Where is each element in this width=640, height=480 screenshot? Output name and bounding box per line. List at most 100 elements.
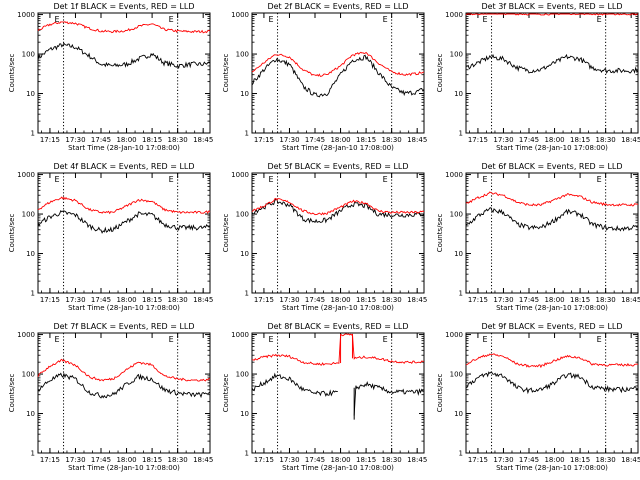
plot-frame: [251, 332, 425, 454]
y-axis-label: Counts/sec: [8, 374, 16, 413]
series-line-lld: [465, 353, 639, 369]
chart-panel-6: Det 6f BLACK = Events, RED = LLD 1 10 100 10…: [436, 162, 640, 312]
chart-title: Det 7f BLACK = Events, RED = LLD: [53, 322, 194, 331]
event-marker-label: E: [483, 335, 488, 344]
series-line-events: [465, 207, 639, 232]
x-tick-label: 17:45: [91, 456, 111, 464]
y-tick-label: 10: [26, 410, 35, 418]
y-tick-label: 1: [459, 290, 463, 298]
y-axis-label: Counts/sec: [222, 214, 230, 253]
y-tick-label: 100: [22, 51, 35, 59]
x-tick-label: 17:15: [468, 136, 488, 144]
y-tick-label: 1: [245, 290, 249, 298]
event-marker-label: E: [383, 335, 388, 344]
x-tick-label: 17:15: [254, 296, 274, 304]
y-tick-label: 1: [459, 130, 463, 138]
x-tick-label: 17:15: [468, 296, 488, 304]
x-tick-label: 18:15: [142, 456, 162, 464]
event-marker-label: E: [597, 15, 602, 24]
x-axis-label: Start Time (28-Jan-10 17:08:00): [496, 304, 608, 312]
x-tick-label: 17:30: [65, 136, 85, 144]
x-tick-label: 18:45: [193, 456, 213, 464]
x-tick-label: 17:45: [519, 136, 539, 144]
x-tick-label: 17:45: [91, 136, 111, 144]
y-axis-label: Counts/sec: [436, 54, 444, 93]
series-line-lld: [251, 197, 425, 216]
y-tick-label: 100: [236, 51, 249, 59]
plot-frame: [465, 172, 639, 294]
plot-frame: [37, 172, 211, 294]
series-line-lld: [465, 13, 639, 16]
plot-frame: [251, 172, 425, 294]
y-tick-label: 100: [450, 211, 463, 219]
x-tick-label: 17:30: [65, 456, 85, 464]
y-tick-label: 1000: [17, 11, 35, 19]
x-tick-label: 18:45: [407, 136, 427, 144]
chart-title: Det 8f BLACK = Events, RED = LLD: [267, 322, 408, 331]
y-tick-label: 1000: [445, 171, 463, 179]
x-tick-label: 18:30: [168, 136, 188, 144]
x-tick-label: 17:45: [305, 456, 325, 464]
x-tick-label: 17:15: [40, 296, 60, 304]
x-tick-label: 17:30: [279, 136, 299, 144]
y-tick-label: 1: [31, 130, 35, 138]
y-tick-label: 1000: [231, 331, 249, 339]
y-tick-label: 1000: [445, 11, 463, 19]
x-tick-label: 18:30: [596, 456, 616, 464]
chart-panel-5: Det 5f BLACK = Events, RED = LLD 1 10 100 10…: [222, 162, 427, 312]
x-tick-label: 18:00: [116, 136, 136, 144]
series-line-lld: [465, 191, 639, 207]
y-tick-label: 10: [454, 250, 463, 258]
x-tick-label: 17:30: [493, 136, 513, 144]
x-tick-label: 17:45: [305, 136, 325, 144]
chart-title: Det 6f BLACK = Events, RED = LLD: [481, 162, 622, 171]
series-line-lld: [37, 196, 211, 215]
event-marker-label: E: [597, 175, 602, 184]
event-marker-label: E: [269, 15, 274, 24]
series-line-events: [251, 372, 425, 416]
x-tick-label: 18:00: [544, 136, 564, 144]
x-axis-label: Start Time (28-Jan-10 17:08:00): [282, 144, 394, 152]
y-tick-label: 1000: [231, 171, 249, 179]
x-tick-label: 17:30: [493, 296, 513, 304]
y-tick-label: 10: [240, 90, 249, 98]
y-axis-label: Counts/sec: [8, 54, 16, 93]
series-line-events: [37, 42, 211, 70]
series-line-lld: [37, 358, 211, 382]
x-tick-label: 18:00: [116, 296, 136, 304]
chart-title: Det 1f BLACK = Events, RED = LLD: [53, 2, 194, 11]
x-axis-label: Start Time (28-Jan-10 17:08:00): [68, 464, 180, 472]
chart-panel-2: Det 2f BLACK = Events, RED = LLD 1 10 100 10…: [222, 2, 427, 152]
x-tick-label: 17:45: [91, 296, 111, 304]
event-marker-label: E: [483, 175, 488, 184]
series-line-lld: [251, 51, 425, 77]
y-tick-label: 100: [450, 51, 463, 59]
x-tick-label: 17:15: [468, 456, 488, 464]
chart-title: Det 2f BLACK = Events, RED = LLD: [267, 2, 408, 11]
x-tick-label: 18:45: [193, 136, 213, 144]
plot-frame: [37, 332, 211, 454]
y-axis-label: Counts/sec: [8, 214, 16, 253]
x-tick-label: 18:15: [570, 296, 590, 304]
chart-panel-3: Det 3f BLACK = Events, RED = LLD 1 10 100 10…: [436, 2, 640, 152]
event-marker-label: E: [483, 15, 488, 24]
x-tick-label: 18:30: [382, 136, 402, 144]
x-tick-label: 18:15: [570, 456, 590, 464]
x-axis-label: Start Time (28-Jan-10 17:08:00): [282, 304, 394, 312]
event-marker-label: E: [169, 175, 174, 184]
event-marker-label: E: [169, 335, 174, 344]
plot-frame: [37, 12, 211, 134]
y-axis-label: Counts/sec: [436, 374, 444, 413]
chart-panel-7: Det 7f BLACK = Events, RED = LLD 1 10 100 10…: [8, 322, 213, 472]
series-line-events: [465, 371, 639, 395]
x-tick-label: 17:30: [65, 296, 85, 304]
x-tick-label: 17:15: [254, 456, 274, 464]
y-tick-label: 1: [245, 450, 249, 458]
series-line-events: [251, 198, 425, 224]
event-marker-label: E: [169, 15, 174, 24]
y-axis-label: Counts/sec: [222, 374, 230, 413]
y-tick-label: 1: [245, 130, 249, 138]
x-tick-label: 17:45: [305, 296, 325, 304]
x-tick-label: 18:30: [382, 296, 402, 304]
